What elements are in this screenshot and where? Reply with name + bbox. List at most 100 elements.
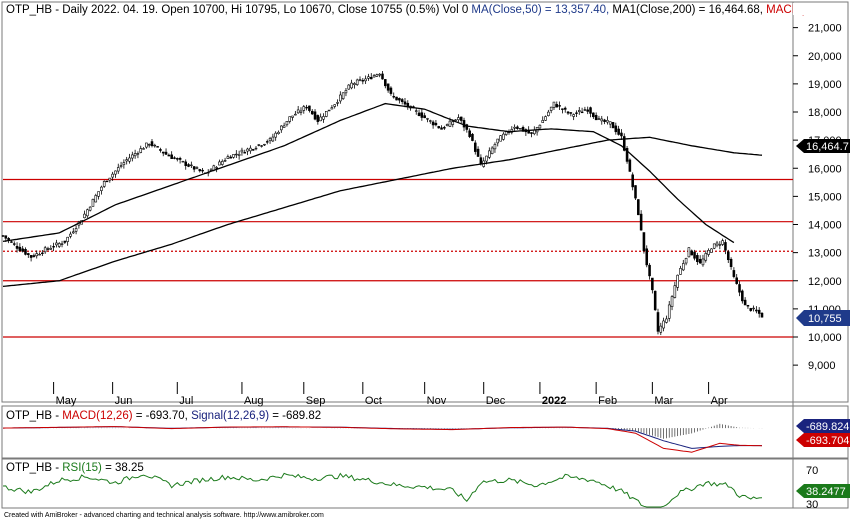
date-tick-label: Nov [427,395,447,407]
candle-body [88,206,92,211]
candle-body [637,199,640,216]
candle-body [518,128,522,130]
candle-body [1,235,5,237]
candle-body [133,153,137,157]
candle-body [549,106,553,111]
candle-body [176,158,179,160]
candle-body [254,147,258,150]
candle-body [71,231,75,234]
candle-body [583,109,587,111]
candle-body [55,242,58,246]
candle-body [485,155,488,162]
candle-body [249,147,252,152]
candle-body [738,284,741,293]
candle-body [114,170,117,175]
macd-header: OTP_HB - MACD(12,26) = -693.70, Signal(1… [6,410,321,422]
rsi-badge: 38.2477 [796,484,850,498]
ma50-label: MA(Close,50) = 13,357.40, [471,4,609,16]
candle-body [12,243,16,245]
price-tick-label: 9,000 [808,360,836,372]
candle-body [622,136,626,151]
candle-body [392,96,396,98]
candle-body [690,250,694,256]
candle-body [662,320,665,329]
rsi-header: OTP_HB - RSI(15) = 38.25 [6,462,144,474]
candle-body [468,130,471,137]
date-tick-label: May [56,395,77,407]
rsi-axis-30: 30 [806,499,818,511]
macd-badge: -693.704 [796,433,850,447]
candle-body [459,116,463,121]
candle-body [21,248,24,252]
candle-body [538,124,542,129]
candle-body [86,209,89,217]
candle-body [310,110,314,115]
candle-body [240,149,244,153]
candle-body [577,110,581,112]
candle-body [122,162,126,166]
macd-line [2,426,763,453]
candle-body [192,166,196,170]
price-tick-label: 12,000 [808,276,842,288]
candle-body [558,105,561,107]
candle-body [386,83,390,91]
candle-body [364,78,367,82]
candle-body [544,116,547,121]
candle-body [285,121,289,126]
candle-body [164,151,168,155]
candle-body [606,120,609,123]
candle-body [597,118,601,120]
candle-body [24,248,27,255]
candle-body [732,270,736,277]
candle-body [648,264,651,277]
candle-body [268,138,272,142]
date-tick-label: Apr [711,395,728,407]
candle-body [420,112,424,118]
candle-body [57,243,61,247]
candle-body [105,180,109,183]
candle-body [66,236,69,242]
candle-body [232,154,235,158]
candle-body [603,119,606,122]
ma200-badge: 16,464.7 [796,139,850,153]
main-ticker: OTP_HB [6,4,52,16]
candle-body [145,142,148,148]
candle-body [743,299,747,306]
candle-body [710,248,713,253]
candle-body [572,114,575,117]
candle-body [479,157,483,165]
candle-body [296,109,300,114]
candle-body [490,147,494,154]
candle-body [746,304,750,307]
candle-body [173,157,176,159]
candle-body [260,145,263,147]
price-tick-label: 18,000 [808,107,842,119]
candle-body [712,243,716,249]
rsi-line-path [2,472,763,508]
candle-body [83,213,86,219]
candle-body [653,290,657,311]
candle-body [741,290,744,302]
signal-badge-text: -689.824 [806,421,849,433]
candle-body [724,242,727,251]
candle-body [327,109,331,112]
candle-body [670,296,674,307]
candle-body [156,146,159,148]
main-header: OTP_HB - Daily 2022. 04. 19. Open 10700,… [6,4,817,16]
candle-body [651,277,654,291]
candle-body [330,107,334,110]
date-tick-label: Mar [654,395,673,407]
candle-body [74,228,78,232]
candle-body [60,243,64,245]
candle-body [423,115,426,119]
candle-body [187,164,190,167]
candle-body [631,174,634,188]
candle-body [102,181,106,187]
candle-body [696,255,699,263]
candle-body [282,125,286,128]
candle-body [645,248,649,266]
candle-body [555,104,559,108]
candle-body [735,277,738,284]
